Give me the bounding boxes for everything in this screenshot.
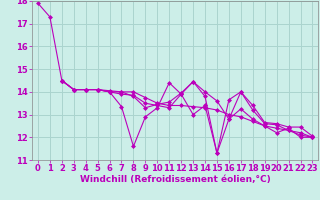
X-axis label: Windchill (Refroidissement éolien,°C): Windchill (Refroidissement éolien,°C) bbox=[80, 175, 271, 184]
